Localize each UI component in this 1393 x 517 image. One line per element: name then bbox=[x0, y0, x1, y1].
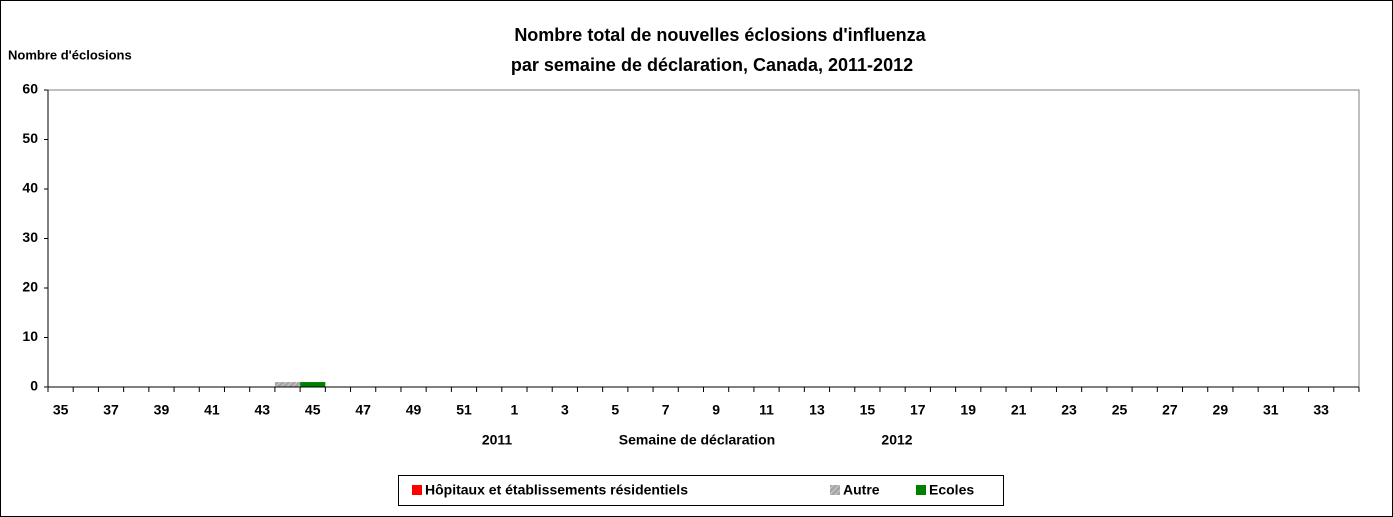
x-tick-label: 37 bbox=[103, 402, 119, 418]
x-tick-label: 43 bbox=[255, 402, 271, 418]
legend-label: Autre bbox=[843, 482, 880, 498]
x-axis-title: Semaine de déclaration bbox=[619, 432, 775, 448]
x-tick-label: 9 bbox=[712, 402, 720, 418]
x-tick-label: 47 bbox=[355, 402, 371, 418]
legend-label: Ecoles bbox=[929, 482, 974, 498]
y-axis-title: Nombre d'éclosions bbox=[8, 47, 132, 62]
x-tick-label: 33 bbox=[1313, 402, 1329, 418]
chart-subtitle: par semaine de déclaration, Canada, 2011… bbox=[511, 55, 913, 75]
x-tick-label: 23 bbox=[1061, 402, 1077, 418]
x-tick-label: 11 bbox=[759, 402, 774, 418]
x-tick-label: 19 bbox=[960, 402, 976, 418]
x-tick-label: 45 bbox=[305, 402, 321, 418]
y-tick-label: 0 bbox=[30, 378, 38, 394]
x-tick-label: 51 bbox=[456, 402, 472, 418]
x-tick-label: 1 bbox=[511, 402, 519, 418]
legend-swatch bbox=[412, 485, 422, 495]
x-tick-label: 25 bbox=[1112, 402, 1128, 418]
legend-label: Hôpitaux et établissements résidentiels bbox=[425, 482, 688, 498]
x-tick-label: 3 bbox=[561, 402, 569, 418]
x-tick-label: 5 bbox=[611, 402, 619, 418]
chart-title: Nombre total de nouvelles éclosions d'in… bbox=[514, 25, 926, 45]
x-tick-label: 39 bbox=[154, 402, 170, 418]
legend-swatch bbox=[830, 485, 840, 495]
y-tick-label: 50 bbox=[22, 130, 38, 146]
y-tick-label: 40 bbox=[22, 180, 38, 196]
x-tick-label: 31 bbox=[1263, 402, 1279, 418]
y-tick-label: 10 bbox=[22, 328, 38, 344]
bar bbox=[274, 382, 301, 387]
y-tick-label: 30 bbox=[22, 229, 38, 245]
x-tick-label: 13 bbox=[809, 402, 825, 418]
x-tick-label: 29 bbox=[1213, 402, 1229, 418]
legend-box bbox=[398, 475, 1004, 506]
x-tick-label: 41 bbox=[204, 402, 220, 418]
x-tick-label: 49 bbox=[406, 402, 422, 418]
x-tick-label: 7 bbox=[662, 402, 670, 418]
year-label: 2011 bbox=[482, 432, 513, 448]
bar bbox=[300, 382, 326, 387]
x-tick-label: 21 bbox=[1011, 402, 1027, 418]
legend-swatch bbox=[916, 485, 926, 495]
x-tick-label: 35 bbox=[53, 402, 69, 418]
y-tick-label: 60 bbox=[22, 81, 38, 97]
y-tick-label: 20 bbox=[22, 279, 38, 295]
x-tick-label: 17 bbox=[910, 402, 926, 418]
x-tick-label: 15 bbox=[860, 402, 876, 418]
x-tick-label: 27 bbox=[1162, 402, 1178, 418]
year-label: 2012 bbox=[881, 432, 912, 448]
